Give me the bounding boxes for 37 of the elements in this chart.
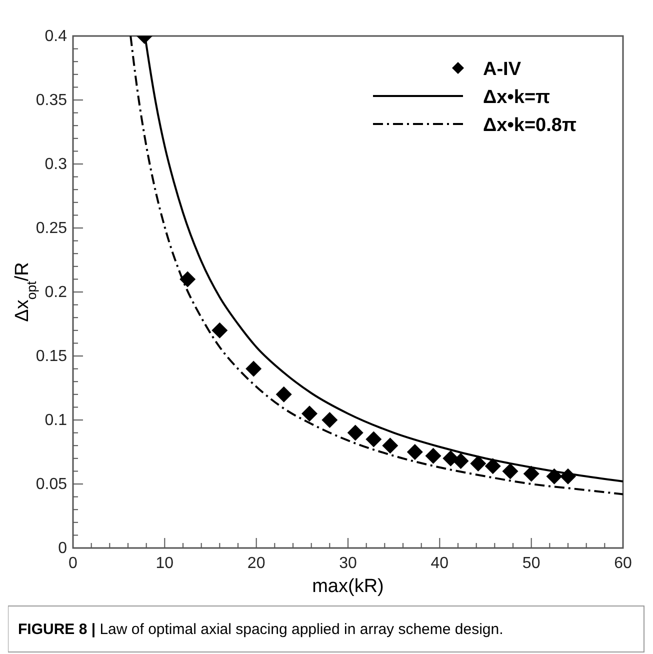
x-tick-label: 50 — [522, 555, 540, 572]
y-tick-label: 0.4 — [44, 28, 68, 45]
point — [523, 466, 540, 482]
point — [302, 406, 318, 422]
point — [452, 452, 469, 469]
x-tick-label: 30 — [339, 555, 357, 572]
caption: FIGURE 8 | Law of optimal axial spacing applied in array scheme design. — [18, 621, 504, 638]
point — [425, 448, 442, 464]
point — [502, 463, 518, 480]
point — [382, 438, 398, 454]
point — [470, 456, 486, 472]
y-tick-label: 0.05 — [36, 476, 68, 493]
point — [322, 412, 338, 428]
point — [366, 431, 382, 448]
y-tick-label: 0.2 — [44, 284, 68, 301]
x-tick-label: 60 — [614, 555, 632, 572]
point — [406, 444, 423, 460]
x-tick-label: 40 — [430, 555, 449, 572]
legend-label: A-IV — [483, 59, 522, 80]
y-tick-label: 0.3 — [44, 156, 68, 173]
legend-label: Δx•k=0.8π — [483, 115, 577, 136]
x-tick-label: 0 — [68, 555, 78, 572]
point — [347, 424, 364, 441]
y-tick-label: 0.35 — [36, 92, 68, 109]
x-tick-label: 20 — [247, 555, 266, 572]
y-tick-label: 0.1 — [44, 412, 68, 429]
point — [484, 458, 501, 474]
point — [180, 271, 196, 288]
y-tick-label: 0.15 — [36, 348, 68, 365]
point — [276, 386, 292, 402]
y-tick-label: 0 — [58, 540, 68, 557]
x-axis-title: max(kR) — [312, 576, 384, 597]
y-tick-label: 0.25 — [36, 220, 68, 237]
point — [212, 322, 228, 338]
legend-label: Δx•k=π — [483, 87, 551, 108]
point — [246, 360, 262, 377]
x-tick-label: 10 — [156, 555, 174, 572]
